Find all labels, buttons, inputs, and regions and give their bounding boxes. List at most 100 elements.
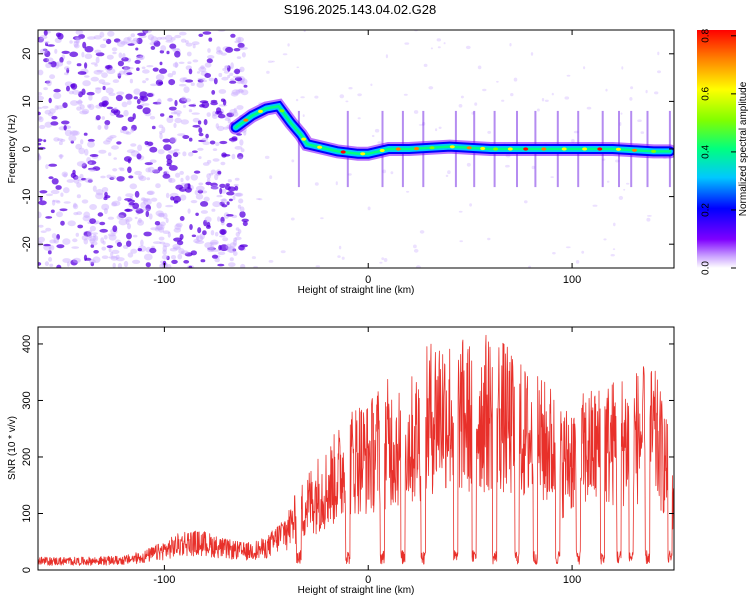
noise-speckle — [152, 67, 159, 72]
noise-speckle — [95, 87, 102, 90]
noise-speckle — [202, 141, 210, 146]
noise-speckle — [61, 120, 70, 125]
noise-speckle — [220, 98, 226, 102]
noise-speckle — [206, 221, 211, 228]
noise-speckle — [132, 259, 141, 264]
noise-speckle — [175, 172, 181, 178]
noise-speckle — [233, 48, 241, 52]
noise-speckle — [126, 240, 132, 247]
noise-speckle — [207, 247, 215, 253]
noise-speckle — [89, 225, 96, 232]
noise-speckle — [232, 239, 237, 246]
noise-speckle — [129, 183, 138, 190]
noise-speckle — [234, 40, 241, 44]
noise-speckle — [116, 40, 126, 47]
noise-speckle — [82, 41, 87, 49]
noise-speckle — [629, 97, 633, 101]
noise-speckle — [168, 97, 173, 102]
noise-speckle — [235, 36, 244, 43]
noise-speckle — [75, 38, 80, 45]
noise-speckle — [195, 240, 205, 245]
noise-speckle — [123, 260, 129, 268]
noise-speckle — [530, 52, 534, 56]
noise-speckle — [132, 234, 138, 238]
noise-speckle — [75, 143, 83, 150]
noise-speckle — [127, 166, 132, 174]
noise-speckle — [64, 72, 69, 76]
noise-speckle — [197, 120, 202, 125]
noise-speckle — [143, 199, 149, 203]
noise-speckle — [474, 102, 478, 106]
noise-speckle — [92, 232, 98, 235]
noise-speckle — [108, 247, 112, 253]
noise-speckle — [156, 36, 163, 41]
noise-speckle — [149, 115, 156, 120]
noise-speckle — [214, 173, 219, 181]
noise-speckle — [198, 33, 204, 37]
noise-speckle — [38, 211, 42, 219]
noise-speckle — [83, 238, 89, 245]
noise-speckle — [81, 163, 88, 169]
noise-speckle — [240, 78, 248, 85]
noise-speckle — [575, 260, 580, 264]
noise-speckle — [200, 259, 206, 263]
noise-speckle — [88, 168, 96, 172]
noise-speckle — [146, 177, 151, 181]
noise-speckle — [66, 60, 72, 65]
noise-speckle — [155, 210, 164, 217]
noise-speckle — [69, 51, 79, 58]
noise-speckle — [75, 100, 83, 104]
ridge-hotspot — [561, 147, 567, 151]
noise-speckle — [266, 70, 270, 74]
noise-speckle — [142, 103, 150, 106]
noise-speckle — [403, 93, 408, 96]
noise-speckle — [242, 221, 248, 227]
noise-speckle — [202, 230, 207, 236]
noise-speckle — [496, 80, 499, 83]
noise-speckle — [218, 235, 226, 238]
noise-speckle — [223, 70, 230, 74]
colorbar-tick-label: 0.4 — [701, 145, 712, 159]
noise-speckle — [218, 50, 222, 54]
noise-speckle — [162, 249, 167, 255]
noise-speckle — [379, 261, 383, 264]
noise-speckle — [528, 265, 531, 268]
noise-speckle — [55, 185, 62, 190]
noise-speckle — [95, 115, 101, 121]
ridge-hotspot — [429, 146, 435, 150]
ridge-hotspot — [414, 147, 419, 151]
noise-speckle — [123, 37, 131, 44]
noise-speckle — [233, 251, 238, 256]
noise-speckle — [581, 250, 585, 254]
noise-speckle — [234, 236, 242, 241]
noise-speckle — [130, 143, 137, 147]
noise-speckle — [106, 174, 112, 179]
noise-speckle — [168, 115, 174, 118]
noise-speckle — [185, 79, 194, 83]
noise-speckle — [73, 40, 80, 44]
noise-speckle — [230, 62, 234, 69]
noise-speckle — [177, 133, 186, 137]
noise-speckle — [87, 167, 97, 171]
x-tick-label: 100 — [563, 274, 581, 286]
noise-speckle — [49, 74, 56, 80]
noise-speckle — [243, 84, 248, 88]
noise-speckle — [268, 260, 274, 263]
noise-speckle — [137, 174, 144, 180]
noise-speckle — [81, 199, 89, 204]
noise-speckle — [124, 198, 133, 201]
noise-speckle — [45, 62, 52, 69]
noise-speckle — [113, 109, 121, 116]
noise-speckle — [166, 158, 173, 165]
noise-speckle — [99, 221, 106, 226]
noise-speckle — [200, 79, 208, 83]
noise-speckle — [174, 34, 182, 39]
noise-speckle — [143, 231, 152, 237]
noise-speckle — [105, 137, 113, 142]
noise-speckle — [586, 106, 592, 110]
noise-speckle — [199, 100, 209, 104]
noise-speckle — [541, 98, 545, 102]
noise-speckle — [155, 74, 165, 81]
noise-speckle — [207, 247, 216, 251]
noise-speckle — [227, 179, 232, 183]
